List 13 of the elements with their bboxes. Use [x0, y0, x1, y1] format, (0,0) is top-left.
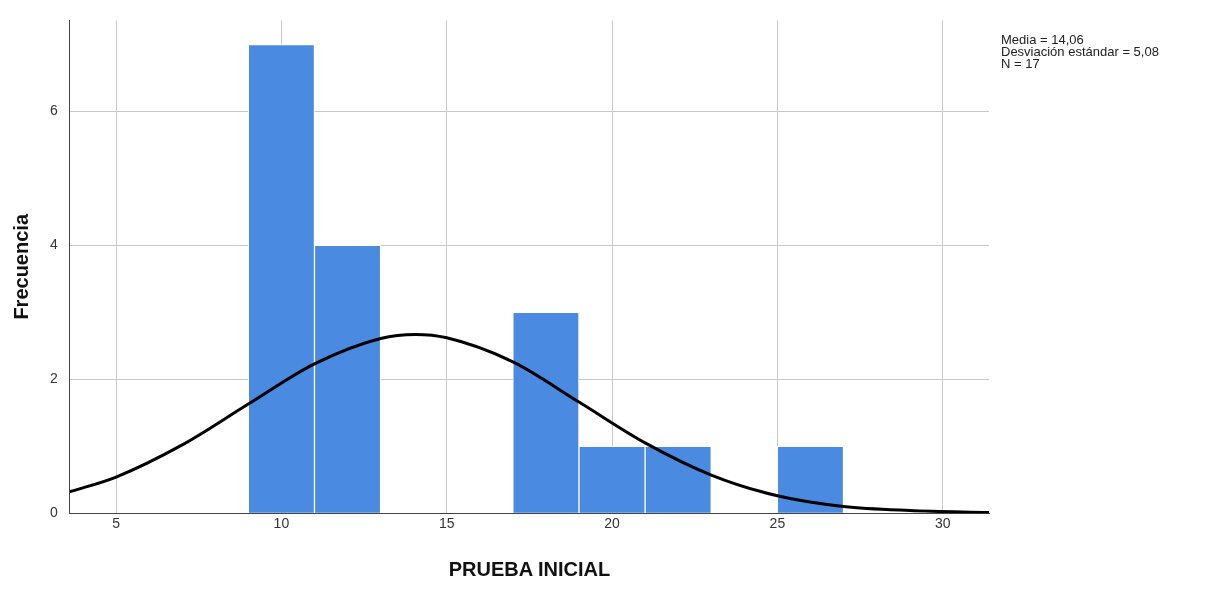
- x-tick-label: 10: [273, 515, 290, 532]
- y-axis-title: Frecuencia: [9, 213, 32, 320]
- x-tick-label: 20: [604, 515, 621, 532]
- x-tick-label: 30: [934, 515, 951, 532]
- text: Media = 14,06 Desviación estándar = 5,08 N = 17: [1001, 32, 1159, 72]
- y-tick-label: 2: [49, 370, 58, 387]
- y-tick-label: 6: [49, 102, 58, 119]
- x-axis-title: PRUEBA INICIAL: [448, 557, 611, 580]
- y-tick-label: 4: [49, 236, 58, 253]
- x-tick-label: 15: [438, 515, 455, 532]
- y-tick-label: 0: [49, 504, 58, 521]
- x-tick-label: 5: [112, 515, 121, 532]
- x-tick-label: 25: [769, 515, 786, 532]
